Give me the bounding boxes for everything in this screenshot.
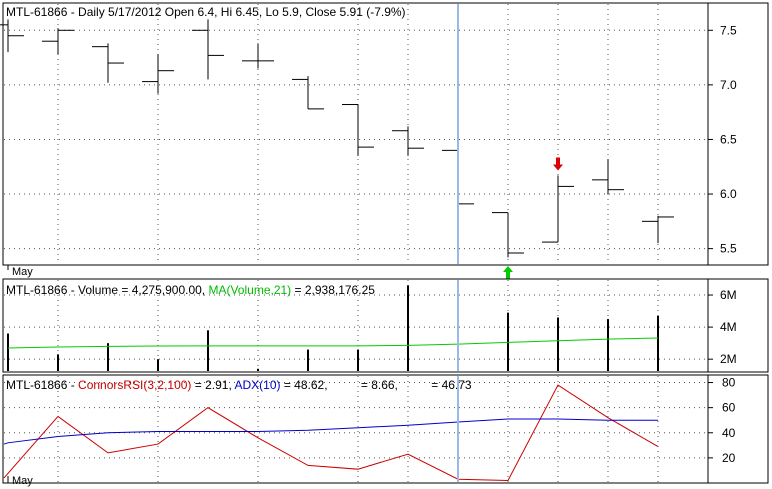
- ohlc-bar: [392, 126, 424, 156]
- indicator-tick-label: 40: [722, 426, 736, 440]
- ohlc-bar: [292, 76, 324, 110]
- price-tick-label: 6.5: [720, 132, 737, 146]
- indicator-title-part: ADX(10): [234, 378, 280, 392]
- buy-signal-arrow: [503, 266, 513, 279]
- volume-title-part: = 2,938,176.25: [291, 283, 375, 297]
- volume-panel: 2M 4M 6M MTL-61866 - Volume = 4,275,900.00…: [2, 278, 769, 373]
- indicator-title: MTL-61866 - ConnorsRSI(3,2,100) = 2.91, …: [6, 378, 472, 392]
- volume-axis-frame: [707, 278, 769, 373]
- indicator-panel: 20 40 60 80 MTL-61866 - ConnorsRSI(3,2,100)…: [2, 374, 769, 487]
- indicator-tick-labels: 20 40 60 80: [708, 376, 736, 465]
- connors-rsi-line: [3, 384, 659, 481]
- ohlc-bar: [142, 54, 174, 94]
- volume-bars: [7, 285, 659, 371]
- indicator-axis-frame: [707, 374, 769, 484]
- ohlc-bar: [192, 19, 224, 80]
- indicator-lines: [3, 384, 659, 481]
- price-tick-labels: 5.5 6.0 6.5 7.0 7.5: [708, 23, 737, 256]
- volume-title-part: MA(Volume,21): [208, 283, 291, 297]
- volume-tick-label: 4M: [720, 320, 737, 334]
- price-title: MTL-61866 - Daily 5/17/2012 Open 6.4, Hi…: [6, 5, 406, 19]
- price-tick-label: 5.5: [720, 242, 737, 256]
- indicator-title-part: = 2.91,: [191, 378, 234, 392]
- price-tick-label: 7.0: [720, 78, 737, 92]
- price-tick-label: 7.5: [720, 23, 737, 37]
- indicator-title-part: = 48.62, = 8.66, = 46.73: [280, 378, 471, 392]
- ohlc-bar: [42, 28, 74, 55]
- ohlc-bar: [92, 43, 124, 83]
- volume-tick-label: 2M: [720, 352, 737, 366]
- volume-tick-labels: 2M 4M 6M: [708, 288, 737, 366]
- indicator-month-label: May: [12, 475, 33, 487]
- volume-title-part: MTL-61866 - Volume = 4,275,900.00,: [6, 283, 208, 297]
- ohlc-bar: [592, 159, 624, 195]
- volume-ma-line: [7, 337, 659, 349]
- price-month-label: May: [12, 266, 33, 278]
- indicator-tick-label: 20: [722, 451, 736, 465]
- indicator-tick-label: 60: [722, 401, 736, 415]
- indicator-title-part: ConnorsRSI(3,2,100): [78, 378, 191, 392]
- sell-signal-arrow: [553, 157, 563, 171]
- ohlc-bar: [542, 175, 574, 243]
- ohlc-bar: [342, 104, 374, 156]
- indicator-title-part: MTL-61866 -: [6, 378, 78, 392]
- ohlc-bar: [642, 215, 674, 244]
- ohlc-bar: [242, 43, 274, 69]
- price-tick-label: 6.0: [720, 187, 737, 201]
- volume-title: MTL-61866 - Volume = 4,275,900.00, MA(Vo…: [6, 283, 375, 297]
- price-axis-frame: [707, 2, 769, 266]
- ohlc-bar: [0, 19, 24, 53]
- adx-line: [3, 418, 658, 445]
- signal-arrows: [503, 157, 563, 279]
- volume-tick-label: 6M: [720, 288, 737, 302]
- price-bars: [0, 19, 674, 258]
- indicator-grid: [4, 376, 707, 482]
- price-panel: 5.5 6.0 6.5 7.0 7.5 MTL-61866 - Daily 5/17/2…: [0, 2, 769, 279]
- indicator-tick-label: 80: [722, 376, 736, 390]
- ohlc-bar: [492, 212, 524, 258]
